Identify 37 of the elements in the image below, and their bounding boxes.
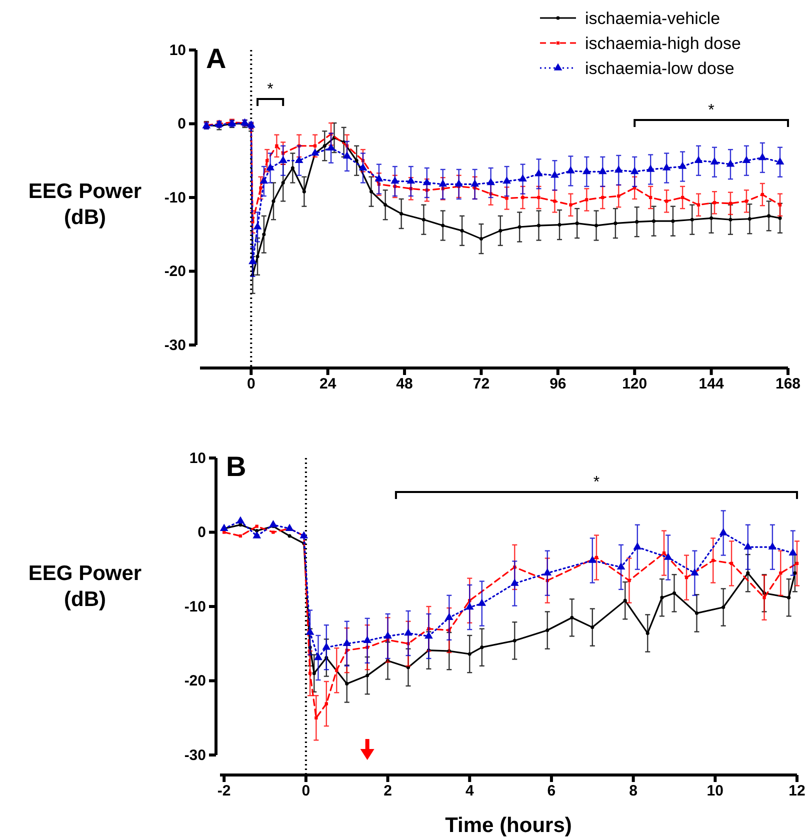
x-tick-label: 72	[472, 376, 490, 393]
y-tick-label: -30	[164, 336, 186, 354]
y-tick-label: -20	[164, 263, 186, 280]
y-tick-label: 0	[198, 524, 206, 542]
chart-title: A	[206, 43, 226, 74]
legend-label: ischaemia-vehicle	[585, 9, 720, 28]
y-tick-label: -10	[164, 189, 186, 206]
x-tick-label: 48	[396, 376, 413, 393]
x-tick-label: 120	[622, 376, 648, 393]
x-tick-label: 10	[706, 782, 724, 800]
x-tick-label: 12	[788, 782, 806, 800]
x-tick-label: 144	[698, 376, 724, 393]
y-axis-title: EEG Power (dB)	[28, 180, 142, 229]
legend-label: ischaemia-low dose	[585, 59, 734, 78]
x-tick-label: -2	[217, 782, 231, 800]
x-tick-label: 4	[465, 782, 474, 800]
y-tick-label: -20	[184, 672, 206, 690]
y-tick-label: 10	[169, 42, 186, 59]
annotation: *	[708, 102, 714, 119]
x-tick-label: 168	[775, 376, 801, 393]
y-tick-label: 0	[178, 116, 186, 133]
x-tick-label: 6	[547, 782, 556, 800]
x-tick-label: 24	[319, 376, 337, 393]
x-tick-label: 0	[302, 782, 310, 800]
x-tick-label: 96	[550, 376, 566, 393]
x-tick-label: 0	[246, 376, 256, 393]
legend-label: ischaemia-high dose	[585, 34, 741, 53]
y-tick-label: -30	[184, 746, 206, 764]
x-tick-label: 8	[629, 782, 638, 800]
y-tick-label: -10	[184, 598, 206, 616]
y-tick-label: 10	[189, 450, 206, 467]
y-axis-title: EEG Power (dB)	[28, 562, 142, 611]
x-tick-label: 2	[384, 782, 392, 800]
annotation: *	[267, 81, 274, 98]
chart-title: B	[226, 451, 246, 482]
annotation: *	[593, 474, 600, 491]
x-axis-title: Time (hours)	[445, 814, 572, 837]
